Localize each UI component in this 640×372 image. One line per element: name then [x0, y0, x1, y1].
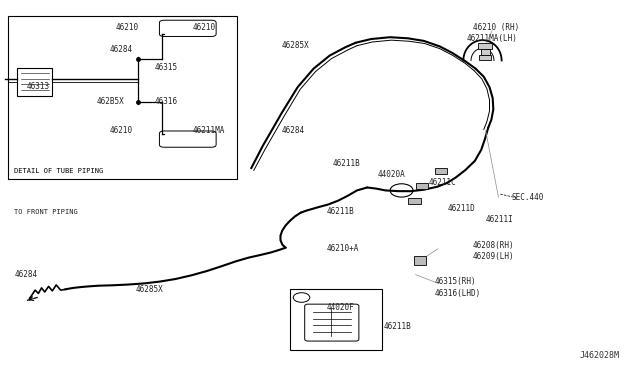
Text: 44020A: 44020A	[378, 170, 405, 179]
Text: 46211D: 46211D	[447, 203, 475, 213]
Text: 46315(RH): 46315(RH)	[435, 278, 476, 286]
Text: 46316(LHD): 46316(LHD)	[435, 289, 481, 298]
Text: 46211C: 46211C	[428, 178, 456, 187]
Text: 46210: 46210	[193, 23, 216, 32]
Text: 46209(LH): 46209(LH)	[473, 251, 515, 261]
Text: 46211MA: 46211MA	[193, 126, 225, 135]
FancyBboxPatch shape	[159, 131, 216, 147]
Text: 46208(RH): 46208(RH)	[473, 241, 515, 250]
Bar	[408, 198, 420, 204]
Text: 46210+A: 46210+A	[326, 244, 359, 253]
Bar	[435, 168, 447, 174]
Bar	[479, 55, 491, 61]
Text: J462028M: J462028M	[579, 350, 620, 359]
Bar	[415, 183, 428, 189]
FancyBboxPatch shape	[305, 304, 359, 341]
Text: 46210: 46210	[116, 23, 140, 32]
Bar	[290, 289, 383, 350]
Bar	[17, 68, 52, 96]
Text: 46284: 46284	[282, 126, 305, 135]
Bar	[8, 16, 237, 179]
Text: 46315: 46315	[154, 63, 177, 72]
Text: 46210 (RH): 46210 (RH)	[473, 23, 519, 32]
Bar	[478, 43, 492, 49]
Text: 46211B: 46211B	[384, 322, 412, 331]
Text: SEC.440: SEC.440	[511, 193, 543, 202]
Text: DETAIL OF TUBE PIPING: DETAIL OF TUBE PIPING	[14, 168, 104, 174]
Bar	[414, 256, 426, 265]
Text: TO FRONT PIPING: TO FRONT PIPING	[14, 209, 78, 215]
Bar	[481, 49, 490, 55]
Text: 46211B: 46211B	[333, 159, 360, 169]
Text: 46211I: 46211I	[486, 215, 513, 224]
Text: 46313: 46313	[27, 82, 50, 91]
Text: 46211MA(LH): 46211MA(LH)	[467, 34, 517, 43]
Text: 462B5X: 462B5X	[97, 97, 125, 106]
Text: 46285X: 46285X	[135, 285, 163, 294]
Text: 46285X: 46285X	[282, 41, 310, 50]
Text: 46211B: 46211B	[326, 207, 354, 217]
Text: 44020F: 44020F	[326, 303, 354, 312]
Text: 46284: 46284	[14, 270, 37, 279]
Text: 46284: 46284	[109, 45, 133, 54]
Text: 46210: 46210	[109, 126, 133, 135]
FancyBboxPatch shape	[159, 20, 216, 36]
Text: 46316: 46316	[154, 97, 177, 106]
